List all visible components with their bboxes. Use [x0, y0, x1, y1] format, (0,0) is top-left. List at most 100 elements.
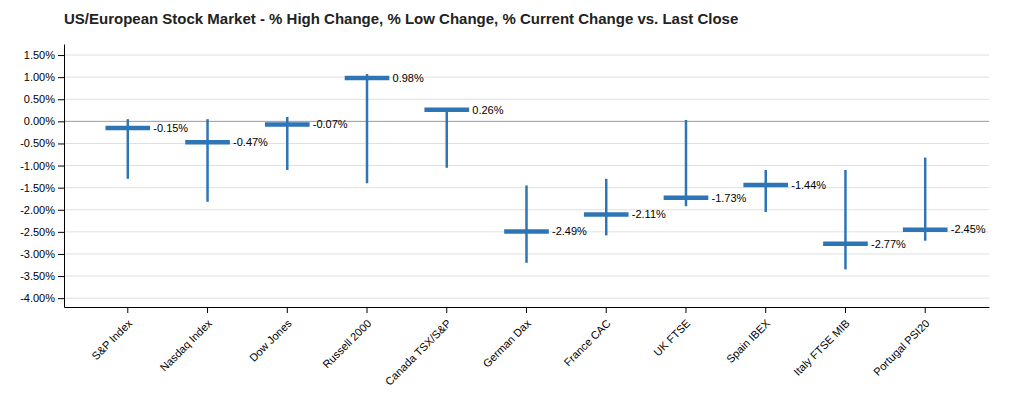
current-tick: [345, 76, 390, 81]
y-tick-mark: [58, 188, 64, 189]
y-tick-label: -0.50%: [20, 137, 55, 149]
current-tick: [105, 126, 150, 131]
x-tick: Nasdaq Index: [158, 307, 215, 374]
x-tick-label: UK FTSE: [651, 317, 692, 358]
y-tick-label: 1.50%: [24, 49, 55, 61]
x-tick-mark: [685, 307, 686, 313]
y-tick-mark: [58, 210, 64, 211]
x-tick-label: France CAC: [561, 317, 612, 368]
x-tick-mark: [526, 307, 527, 313]
data-label: 0.26%: [472, 104, 503, 116]
y-tick-mark: [58, 77, 64, 78]
data-label: -2.49%: [552, 225, 587, 237]
title: US/European Stock Market - % High Change…: [64, 10, 738, 27]
data-label: 0.98%: [393, 72, 424, 84]
y-tick-mark: [58, 232, 64, 233]
grid: [64, 55, 989, 298]
y-tick-mark: [58, 99, 64, 100]
grid-line: [64, 77, 989, 78]
y-tick-mark: [58, 298, 64, 299]
x-tick-label: Dow Jones: [247, 317, 294, 364]
range-line: [446, 108, 449, 168]
range-line: [605, 179, 608, 236]
current-tick: [504, 229, 549, 234]
grid-line: [64, 143, 989, 144]
current-tick: [823, 242, 868, 247]
grid-line: [64, 99, 989, 100]
x-axis: S&P IndexNasdaq IndexDow JonesRussell 20…: [65, 307, 990, 388]
x-tick-mark: [925, 307, 926, 313]
x-tick-label: Italy FTSE MIB: [791, 317, 852, 378]
x-tick: Portugal PSI20: [871, 307, 932, 378]
data-label: -2.45%: [951, 223, 986, 235]
y-tick-label: -1.00%: [20, 160, 55, 172]
x-tick: German Dax: [480, 307, 533, 370]
y-tick-label: -2.00%: [20, 204, 55, 216]
x-tick-mark: [606, 307, 607, 313]
current-tick: [265, 122, 310, 127]
x-tick-label: Nasdaq Index: [158, 317, 215, 374]
range-line: [764, 170, 767, 212]
x-tick: France CAC: [561, 307, 612, 368]
y-tick-mark: [58, 55, 64, 56]
range-line: [525, 185, 528, 262]
range-line: [366, 74, 369, 183]
x-tick: Italy FTSE MIB: [791, 307, 852, 378]
y-tick-label: -2.50%: [20, 226, 55, 238]
current-tick: [424, 108, 469, 113]
data-label: -2.77%: [871, 238, 906, 250]
current-tick: [903, 227, 948, 232]
x-tick-mark: [446, 307, 447, 313]
x-tick-label: Portugal PSI20: [871, 317, 932, 378]
y-tick: -4.00%: [20, 292, 64, 304]
y-tick-label: 1.00%: [24, 71, 55, 83]
y-tick-label: -1.50%: [20, 182, 55, 194]
x-tick-label: Spain IBEX: [724, 317, 773, 366]
x-tick-label: Canada TSX/S&P: [383, 317, 454, 388]
x-tick-mark: [287, 307, 288, 313]
y-tick: 1.00%: [24, 71, 64, 83]
y-tick: -3.00%: [20, 248, 64, 260]
current-tick: [185, 140, 230, 145]
y-tick-mark: [58, 166, 64, 167]
y-tick-label: 0.50%: [24, 93, 55, 105]
x-tick-mark: [765, 307, 766, 313]
y-tick: -2.00%: [20, 204, 64, 216]
range-lines: [128, 74, 925, 269]
data-label: -0.07%: [313, 118, 348, 130]
range-line: [206, 119, 209, 202]
zero-line: [64, 121, 989, 122]
y-tick-label: 0.00%: [24, 115, 55, 127]
x-tick: Canada TSX/S&P: [383, 307, 454, 388]
y-tick-label: -3.50%: [20, 270, 55, 282]
y-axis-line: [64, 45, 65, 308]
range-line: [844, 170, 847, 269]
y-tick-label: -4.00%: [20, 292, 55, 304]
y-tick: -1.50%: [20, 182, 64, 194]
x-tick: UK FTSE: [651, 307, 692, 358]
data-label: -0.47%: [233, 136, 268, 148]
data-label: -2.11%: [632, 208, 666, 220]
range-line: [685, 120, 688, 206]
y-axis: 1.50% 1.00% 0.50% 0.00% -0.50% -1.00% -1.50% -2…: [20, 45, 64, 308]
data-label: -1.44%: [791, 179, 826, 191]
data-label: -0.15%: [153, 122, 188, 134]
x-tick-mark: [207, 307, 208, 313]
y-tick: 0.50%: [24, 93, 64, 105]
y-tick: -1.00%: [20, 160, 64, 172]
y-tick: 1.50%: [24, 49, 64, 61]
x-tick-mark: [367, 307, 368, 313]
data-label: -1.73%: [712, 192, 747, 204]
data-labels: -0.15% -0.47% -0.07% 0.98% 0.26% -2.49% -2.11%…: [153, 72, 985, 250]
y-tick-mark: [58, 254, 64, 255]
x-tick: Spain IBEX: [724, 307, 773, 365]
y-tick: -2.50%: [20, 226, 64, 238]
grid-line: [64, 55, 989, 56]
x-tick: Dow Jones: [247, 307, 294, 364]
x-tick-mark: [127, 307, 128, 313]
x-tick: Russell 2000: [320, 307, 373, 370]
x-tick-label: Russell 2000: [320, 317, 373, 370]
current-tick: [664, 196, 709, 201]
current-tick: [584, 212, 629, 217]
y-tick-label: -3.00%: [20, 248, 55, 260]
